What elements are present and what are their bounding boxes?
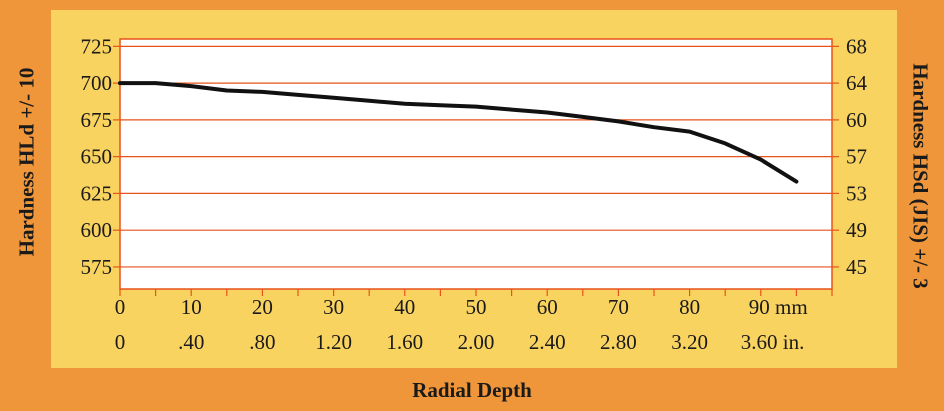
y-axis-title-left: Hardness HLd +/- 10 (14, 67, 39, 257)
y2-tick-label: 68 (846, 34, 867, 58)
y-axis-title-right: Hardness HSd (JIS) +/- 3 (908, 63, 933, 289)
x-tick-label-in: 2.40 (529, 330, 566, 354)
y-tick-label: 700 (81, 71, 113, 95)
y-tick-label: 575 (81, 255, 113, 279)
x-axis-title: Radial Depth (412, 378, 532, 402)
x-tick-label-mm: 70 (608, 295, 629, 319)
x-tick-label-mm: 10 (181, 295, 202, 319)
y-tick-label: 600 (81, 218, 113, 242)
x-tick-label-in: 0 (115, 330, 126, 354)
x-tick-label-mm: 40 (394, 295, 415, 319)
plot-area (119, 38, 833, 290)
x-tick-label-in: 3.60 in. (741, 330, 805, 354)
x-tick-label-in: .80 (249, 330, 275, 354)
x-tick-label-mm: 60 (537, 295, 558, 319)
x-tick-label-in: .40 (178, 330, 204, 354)
y2-tick-label: 64 (846, 71, 868, 95)
x-tick-label-in: 1.20 (315, 330, 352, 354)
y2-tick-label: 60 (846, 108, 867, 132)
y2-tick-label: 49 (846, 218, 867, 242)
y2-tick-label: 53 (846, 181, 867, 205)
x-tick-label-in: 2.80 (600, 330, 637, 354)
x-tick-label-in: 3.20 (671, 330, 708, 354)
x-tick-label-in: 2.00 (458, 330, 495, 354)
x-tick-label-mm: 80 (679, 295, 700, 319)
hardness-series-line (118, 81, 799, 184)
y-tick-label: 675 (81, 108, 113, 132)
x-tick-label-in: 1.60 (386, 330, 423, 354)
y2-tick-label: 57 (846, 145, 867, 169)
x-tick-label-mm: 0 (115, 295, 126, 319)
x-tick-label-mm: 50 (466, 295, 487, 319)
x-tick-label-mm: 90 mm (749, 295, 808, 319)
y-tick-label: 625 (81, 181, 113, 205)
y-tick-label: 725 (81, 34, 113, 58)
y-tick-label: 650 (81, 145, 113, 169)
x-tick-label-mm: 30 (323, 295, 344, 319)
x-tick-label-mm: 20 (252, 295, 273, 319)
y2-tick-label: 45 (846, 255, 867, 279)
